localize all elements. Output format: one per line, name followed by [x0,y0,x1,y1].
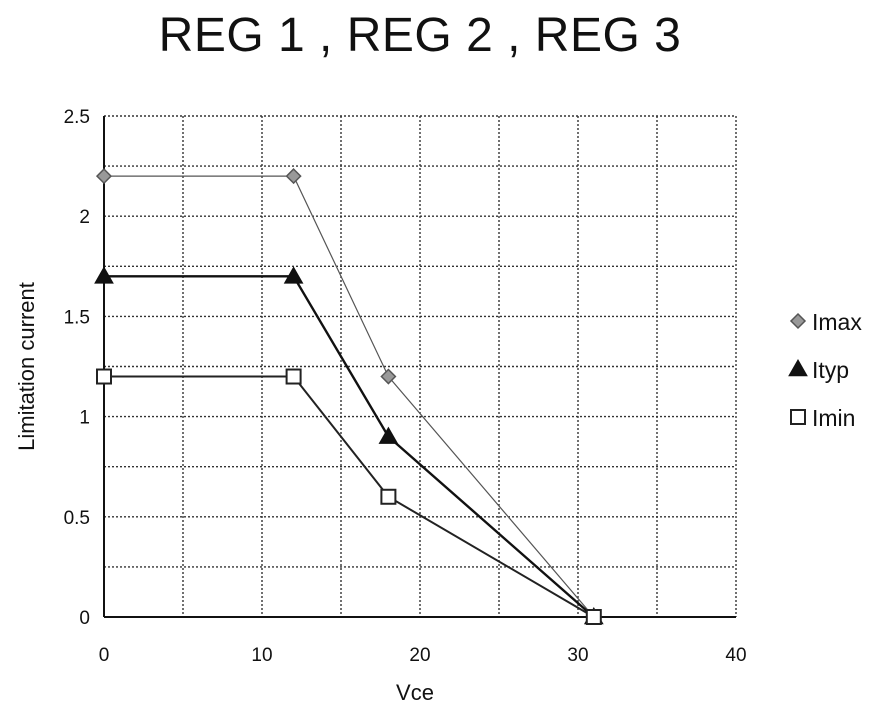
y-tick-label: 0.5 [64,508,90,529]
series [94,168,604,626]
data-point-imin [285,368,302,385]
legend-label-imax: Imax [812,309,862,335]
legend: Imax Ityp Imin [788,309,862,431]
series-line-imax [104,175,595,618]
data-point-imin [585,609,602,625]
data-point-imax [95,168,113,185]
axis-ticks: 0 10 20 30 40 0 0.5 1 1.5 2 2.5 [64,107,747,666]
series-line-ityp [104,275,595,618]
data-point-ityp [283,266,304,284]
y-axis-label: Limitation current [14,282,39,451]
legend-label-ityp: Ityp [812,357,849,383]
y-tick-label: 1 [79,408,90,429]
grid [103,115,737,618]
x-tick-label: 30 [567,645,588,666]
data-point-imax [285,168,302,185]
y-tick-label: 2.5 [64,107,90,128]
y-tick-label: 1.5 [64,307,90,328]
data-point-imin [380,488,397,505]
data-point-imin [96,368,112,385]
legend-marker-imax [789,312,807,330]
y-tick-label: 2 [79,207,90,228]
legend-marker-ityp [788,358,808,377]
data-point-ityp [94,266,114,284]
data-point-imax [380,368,397,385]
data-point-ityp [378,426,399,444]
y-tick-label: 0 [79,608,90,629]
legend-marker-imin [790,409,806,425]
x-tick-label: 40 [725,645,746,666]
x-tick-label: 20 [409,645,430,666]
x-tick-label: 0 [99,645,110,666]
series-line-imin [104,375,595,618]
x-axis-label: Vce [396,680,434,705]
legend-label-imin: Imin [812,405,855,431]
chart-title: REG 1 , REG 2 , REG 3 [158,9,682,62]
x-tick-label: 10 [251,645,272,666]
